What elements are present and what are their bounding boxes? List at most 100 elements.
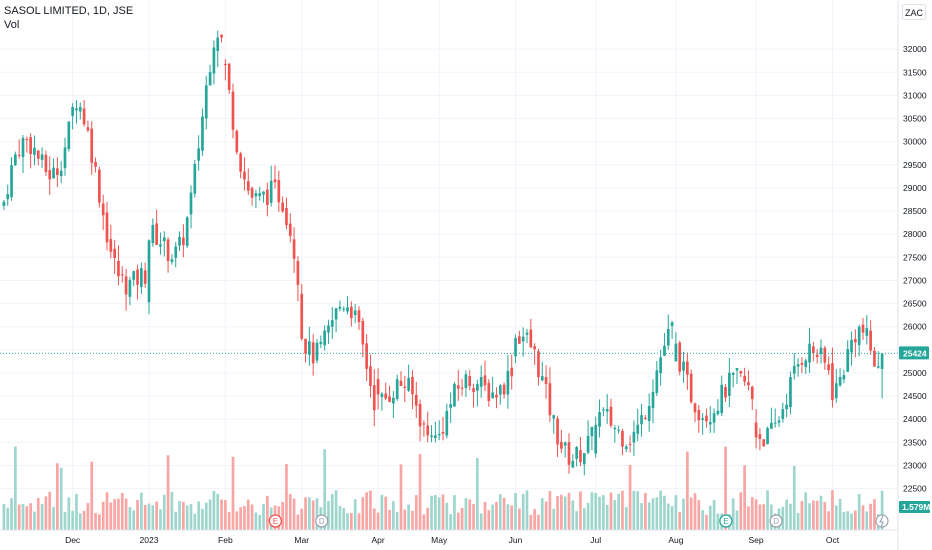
candle-body: [728, 372, 731, 396]
candle-body: [697, 410, 701, 421]
price-tick-label: 31500: [903, 67, 927, 77]
price-tick-label: 24500: [903, 391, 927, 401]
candle-body: [323, 330, 326, 346]
candle-body: [369, 366, 372, 387]
volume-bar: [357, 513, 361, 530]
candle-body: [819, 347, 823, 355]
volume-bar: [609, 492, 613, 530]
volume-bar: [136, 500, 139, 530]
candle-body: [120, 274, 124, 276]
candle-body: [193, 164, 197, 194]
volume-bar: [105, 492, 109, 530]
volume-bar: [258, 514, 262, 530]
currency-button[interactable]: ZAC: [902, 4, 926, 20]
candle-body: [785, 404, 788, 410]
volume-bar: [712, 499, 716, 530]
candle-body: [655, 370, 659, 393]
volume-bar: [128, 507, 132, 530]
candle-body: [330, 320, 334, 327]
candle-body: [560, 441, 563, 449]
candle-body: [743, 375, 746, 382]
candle-body: [140, 268, 143, 288]
candle-body: [239, 153, 242, 172]
volume-bar: [311, 500, 315, 530]
candle-body: [495, 394, 498, 398]
volume-bar: [483, 501, 487, 530]
candle-body: [365, 343, 368, 369]
volume-bar: [743, 465, 746, 530]
candle-body: [831, 363, 834, 401]
candle-body: [227, 63, 231, 90]
volume-bar: [372, 508, 376, 530]
candle-body: [105, 212, 109, 243]
candle-body: [21, 137, 25, 158]
candle-body: [388, 396, 391, 403]
volume-bar: [865, 511, 869, 530]
candle-body: [476, 384, 479, 391]
candle-body: [804, 360, 808, 368]
volume-bar: [185, 505, 189, 530]
candle-body: [510, 367, 514, 377]
volume-bar: [422, 514, 426, 530]
candle-body: [502, 384, 506, 395]
candle-body: [792, 365, 796, 374]
volume-bar: [90, 461, 94, 530]
volume-bar: [40, 504, 44, 530]
volume-bar: [56, 463, 59, 530]
volume-bar: [300, 508, 304, 530]
candle-body: [6, 194, 10, 200]
volume-bar: [659, 490, 662, 530]
candle-body: [449, 404, 452, 408]
candle-body: [456, 385, 460, 389]
candle-body: [59, 170, 63, 176]
volume-bar: [739, 492, 743, 530]
candle-body: [808, 343, 811, 363]
volume-bar: [453, 495, 456, 530]
volume-bar: [147, 503, 151, 530]
volume-bar: [590, 492, 594, 530]
volume-bar: [571, 500, 575, 530]
candle-body: [529, 329, 533, 348]
volume-bar: [540, 498, 544, 530]
volume-bar: [834, 505, 838, 530]
volume-bar: [113, 499, 116, 530]
volume-bar: [548, 491, 552, 530]
volume-bar: [472, 503, 475, 530]
volume-bar: [399, 464, 403, 530]
volume-bar: [456, 512, 460, 530]
volume-bar: [48, 491, 52, 530]
candle-body: [651, 392, 655, 409]
candle-body: [838, 376, 842, 386]
volume-bar: [227, 511, 231, 530]
candle-body: [426, 425, 430, 436]
candle-body: [44, 154, 48, 172]
candle-body: [815, 354, 819, 358]
volume-bar: [762, 504, 766, 530]
candle-body: [254, 193, 258, 197]
volume-bar: [75, 493, 78, 530]
volume-bar: [850, 513, 853, 530]
candle-body: [392, 397, 395, 404]
volume-bar: [292, 498, 296, 530]
volume-bar: [204, 502, 208, 530]
volume-bar: [418, 454, 422, 530]
volume-bar: [602, 495, 605, 530]
candle-body: [418, 403, 422, 427]
candle-body: [869, 330, 872, 351]
candle-body: [540, 376, 544, 381]
event-marker-label: D: [773, 517, 779, 526]
volume-bar: [731, 498, 735, 530]
volume-bar: [25, 506, 29, 530]
candle-body: [430, 435, 433, 437]
volume-bar: [460, 508, 464, 530]
candle-body: [525, 332, 529, 335]
candle-body: [342, 308, 346, 310]
candle-body: [212, 47, 216, 74]
candle-body: [250, 188, 254, 198]
candle-body: [518, 336, 521, 344]
candle-body: [472, 388, 475, 393]
volume-bar: [361, 497, 365, 530]
candle-body: [537, 351, 540, 378]
